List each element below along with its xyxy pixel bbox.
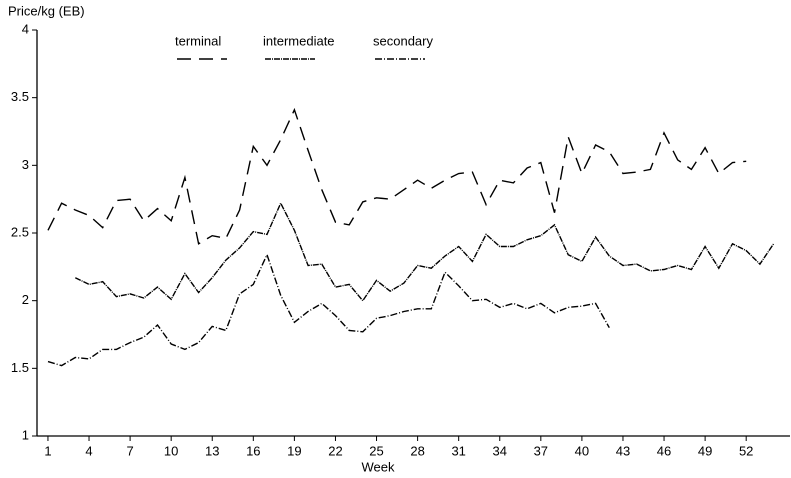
x-tick-label: 25 [369,443,383,458]
y-tick-label: 1.5 [11,360,29,375]
x-tick-label: 22 [328,443,342,458]
x-tick-label: 10 [164,443,178,458]
x-tick-label: 7 [126,443,133,458]
series-line [74,201,775,302]
x-tick-label: 40 [575,443,589,458]
y-tick-label: 2 [22,292,29,307]
series-line [47,252,610,367]
x-tick-label: 1 [44,443,51,458]
x-tick-label: 46 [657,443,671,458]
x-tick-label: 16 [246,443,260,458]
x-tick-label: 28 [410,443,424,458]
x-tick-label: 13 [205,443,219,458]
y-tick-label: 4 [22,21,29,36]
x-tick-label: 43 [616,443,630,458]
x-tick-label: 4 [85,443,92,458]
y-tick-label: 2.5 [11,224,29,239]
legend-label: secondary [373,33,433,48]
legend-label: terminal [175,33,221,48]
x-tick-label: 52 [739,443,753,458]
y-axis-label: Price/kg (EB) [8,3,85,18]
y-tick-label: 3.5 [11,89,29,104]
y-tick-label: 1 [22,427,29,442]
x-tick-label: 49 [698,443,712,458]
x-tick-label: 19 [287,443,301,458]
x-tick-label: 31 [451,443,465,458]
y-tick-label: 3 [22,157,29,172]
legend-label: intermediate [263,33,335,48]
x-tick-label: 34 [493,443,507,458]
series-line [47,107,747,245]
x-tick-label: 37 [534,443,548,458]
x-axis-label: Week [362,459,395,474]
